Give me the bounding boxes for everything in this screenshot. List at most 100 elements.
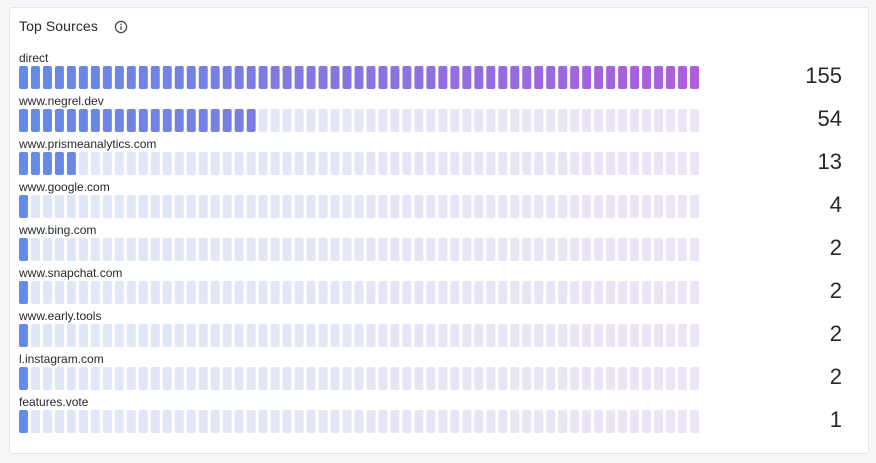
bar-segment-empty [426,367,436,390]
bar-segment-empty [558,152,568,175]
info-icon[interactable] [114,20,128,34]
bar-segment-empty [474,238,484,261]
bar-segment-empty [42,195,52,218]
bar-segment-empty [666,410,676,433]
bar-segment-filled [19,109,28,132]
bar-segment-empty [378,152,388,175]
bar-segment-empty [450,152,460,175]
bar-segment-empty [546,238,556,261]
bar-segment-empty [318,109,328,132]
bar-segment-empty [654,410,664,433]
bar-segment-empty [498,281,508,304]
bar-segment-empty [690,367,699,390]
bar-segment-empty [654,195,664,218]
bar-segment-empty [510,281,520,304]
bar-segment-empty [138,152,148,175]
bar-segment-empty [402,195,412,218]
bar-segment-filled [570,66,580,89]
bar-segment-filled [366,66,376,89]
bar-segment-filled [342,66,352,89]
bar-segment-filled [54,152,64,175]
bar-segment-empty [138,324,148,347]
bar-segment-empty [438,238,448,261]
bar-segment-empty [522,109,532,132]
bar-segment-empty [90,281,100,304]
bar-segment-empty [174,324,184,347]
bar-segment-empty [366,367,376,390]
bar-segment-empty [66,324,76,347]
bar-segment-empty [138,238,148,261]
bar-segment-empty [318,324,328,347]
bar-segment-empty [258,152,268,175]
bar-segment-empty [474,324,484,347]
source-row: features.vote 1 [10,395,868,438]
bar-segment-empty [510,109,520,132]
bar-segment-empty [666,281,676,304]
bar-segment-empty [102,324,112,347]
bar-segment-empty [426,410,436,433]
bar-segment-empty [606,410,616,433]
bar-segment-empty [90,238,100,261]
bar-segment-empty [54,367,64,390]
bar-segment-empty [510,367,520,390]
bar-segment-empty [66,410,76,433]
bar-segment-empty [174,281,184,304]
bar-segment-empty [318,410,328,433]
bar-segment-empty [354,238,364,261]
bar-segment-empty [126,367,136,390]
bar-segment-empty [546,367,556,390]
bar-segment-empty [102,195,112,218]
bar-segment-empty [486,324,496,347]
bar-segment-empty [606,195,616,218]
bar-segment-empty [66,238,76,261]
bar-segment-filled [246,66,256,89]
bar-segment-empty [462,109,472,132]
bar-segment-empty [594,238,604,261]
bar-segment-empty [510,324,520,347]
bar-segment-empty [666,324,676,347]
bar-segment-empty [162,238,172,261]
bar-segment-empty [258,281,268,304]
bar-segment-empty [210,238,220,261]
bar-segment-empty [342,410,352,433]
bar-segment-empty [306,109,316,132]
bar-segment-empty [234,324,244,347]
bar-segment-filled [30,152,40,175]
bar-segment-empty [198,410,208,433]
bar-segment-empty [246,152,256,175]
bar-segment-empty [186,195,196,218]
bar-segment-empty [282,324,292,347]
bar-segment-filled [42,66,52,89]
bar-segment-empty [138,195,148,218]
bar-segment-filled [498,66,508,89]
bar-segment-empty [690,281,699,304]
bar-segment-empty [150,410,160,433]
bar-segment-empty [546,152,556,175]
bar-segment-empty [522,152,532,175]
bar-segment-empty [690,324,699,347]
bar-segment-empty [558,367,568,390]
bar-segment-empty [462,324,472,347]
bar-segment-filled [19,195,28,218]
bar-segment-empty [126,324,136,347]
bar-segment-filled [102,66,112,89]
bar-segment-filled [390,66,400,89]
bar-segment-empty [570,410,580,433]
bar-segment-empty [282,238,292,261]
bar-segment-empty [222,281,232,304]
bar-segment-empty [30,324,40,347]
bar-segment-empty [438,367,448,390]
bar-segment-empty [354,109,364,132]
bar-segment-empty [30,238,40,261]
bar-segment-filled [234,66,244,89]
bar-segment-empty [654,109,664,132]
bar-segment-empty [678,281,688,304]
bar-segment-filled [114,109,124,132]
bar-segment-empty [222,324,232,347]
bar-segment-empty [402,109,412,132]
bar-segment-filled [222,109,232,132]
bar-segment-empty [618,109,628,132]
bar-segment-empty [150,152,160,175]
bar-segment-empty [378,410,388,433]
bar-segment-filled [90,66,100,89]
